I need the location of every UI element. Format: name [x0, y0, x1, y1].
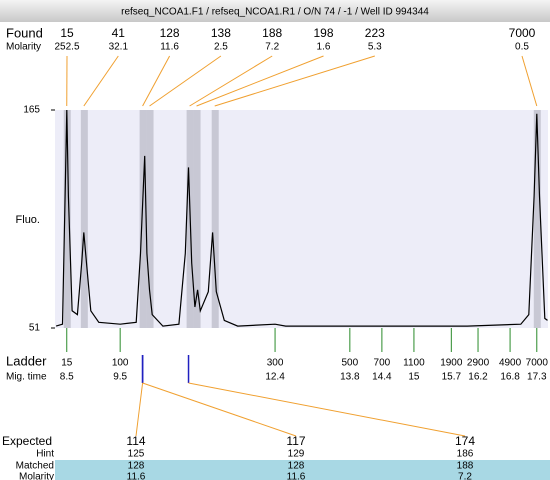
expected-value: 128 [288, 461, 305, 472]
ladder-size: 300 [267, 358, 284, 369]
found-size: 41 [112, 26, 126, 40]
title-bar [0, 0, 550, 22]
found-size: 7000 [509, 26, 536, 40]
found-size: 223 [365, 26, 385, 40]
ladder-time: 12.4 [265, 372, 285, 383]
expected-value: 128 [128, 461, 145, 472]
ladder-time: 14.4 [372, 372, 392, 383]
ladder-time: 8.5 [60, 372, 74, 383]
peak-band [193, 110, 201, 328]
expected-connector [188, 382, 466, 437]
expected-value: 186 [457, 449, 474, 460]
ladder-label: Ladder [6, 353, 47, 368]
ladder-time: 9.5 [113, 372, 127, 383]
expected-value: 129 [288, 449, 305, 460]
y-tick-label: 51 [29, 323, 41, 334]
expected-row-label: Matched [16, 461, 54, 472]
ladder-size: 1900 [440, 358, 463, 369]
ladder-size: 500 [341, 358, 358, 369]
ladder-time: 16.8 [500, 372, 520, 383]
peak-band [533, 110, 541, 328]
expected-value: 125 [128, 449, 145, 460]
ladder-size: 1100 [403, 358, 425, 369]
ladder-time: 15.7 [442, 372, 462, 383]
expected-value: 11.6 [287, 472, 306, 480]
found-size: 138 [211, 26, 231, 40]
peak-connector [214, 55, 375, 107]
trace [55, 109, 548, 327]
peak-connector [521, 55, 538, 107]
expected-value: 117 [286, 434, 305, 448]
expected-value: 188 [457, 461, 474, 472]
found-molarity: 5.3 [368, 42, 382, 53]
found-molarity: 11.6 [160, 42, 179, 53]
expected-value: 114 [126, 434, 145, 448]
found-molarity: 252.5 [54, 42, 79, 53]
found-size: 15 [60, 26, 74, 40]
found-label: Found [6, 25, 43, 40]
ladder-size: 4900 [499, 358, 522, 369]
ladder-time: 15 [408, 372, 420, 383]
title: refseq_NCOA1.F1 / refseq_NCOA1.R1 / O/N … [121, 7, 429, 18]
ladder-time: 13.8 [340, 372, 360, 383]
expected-value: 174 [455, 434, 475, 448]
expected-value: 11.6 [127, 472, 146, 480]
expected-row-label: Expected [2, 434, 52, 448]
ladder-size: 7000 [526, 358, 549, 369]
ladder-size: 2900 [467, 358, 490, 369]
peak-connector [83, 55, 119, 107]
y-axis-label: Fluo. [16, 214, 40, 226]
peak-band [139, 110, 147, 328]
found-molarity: 1.6 [317, 42, 331, 53]
peak-band [211, 110, 219, 328]
ladder-time: 16.2 [468, 372, 488, 383]
mig-time-label: Mig. time [6, 372, 47, 383]
expected-row-label: Hint [36, 449, 54, 460]
peak-connector [142, 55, 171, 107]
ladder-size: 100 [112, 358, 129, 369]
found-molarity: 2.5 [214, 42, 228, 53]
found-molarity: 0.5 [515, 42, 529, 53]
ladder-time: 17.3 [527, 372, 547, 383]
peak-band [63, 110, 71, 328]
peak-connector [189, 55, 273, 107]
peak-connector [196, 55, 324, 107]
found-molarity: 32.1 [109, 42, 129, 53]
peak-band [146, 110, 154, 328]
found-size: 188 [262, 26, 282, 40]
y-tick-label: 165 [23, 105, 40, 116]
found-size: 128 [160, 26, 180, 40]
expected-connector [142, 382, 297, 437]
ladder-size: 15 [61, 358, 73, 369]
expected-value: 7.2 [458, 472, 472, 480]
molarity-label: Molarity [6, 42, 41, 53]
ladder-size: 700 [374, 358, 391, 369]
expected-row-label: Molarity [19, 472, 54, 480]
peak-connector [149, 55, 222, 107]
found-size: 198 [313, 26, 333, 40]
expected-connector [135, 382, 144, 437]
matched-background [55, 460, 550, 480]
plot-area [55, 110, 548, 328]
peak-band [80, 110, 88, 328]
found-molarity: 7.2 [265, 42, 279, 53]
